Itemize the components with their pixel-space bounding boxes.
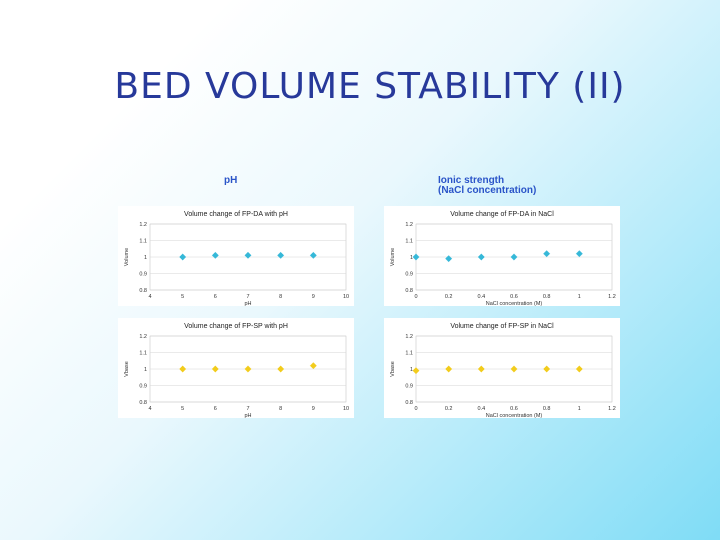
data-point bbox=[445, 365, 453, 373]
ionic-strength-label-line1: Ionic strength bbox=[438, 175, 505, 186]
data-point bbox=[179, 253, 187, 261]
data-point bbox=[244, 251, 252, 259]
x-tick-label: 9 bbox=[312, 294, 315, 300]
chart-svg: Volume change of FP-DA with pH 0.8 0.9 1 1.1… bbox=[124, 211, 349, 306]
data-point bbox=[543, 250, 551, 258]
x-axis-label: pH bbox=[244, 413, 251, 418]
y-tick-label: 1.2 bbox=[139, 334, 147, 340]
x-tick-label: 1.2 bbox=[608, 406, 616, 412]
chart-svg: Volume change of FP-SP in NaCl 0.8 0.9 1 1.1… bbox=[390, 323, 616, 418]
y-tick-label: 1.1 bbox=[405, 351, 413, 357]
data-point bbox=[309, 251, 317, 259]
x-tick-label: 8 bbox=[279, 406, 282, 412]
x-tick-label: 0.4 bbox=[478, 294, 486, 300]
y-tick-label: 0.8 bbox=[405, 400, 413, 406]
chart-title: Volume change of FP-SP with pH bbox=[184, 323, 288, 330]
data-point bbox=[543, 365, 551, 373]
data-point bbox=[277, 251, 285, 259]
data-point bbox=[179, 365, 187, 373]
data-point bbox=[510, 253, 518, 261]
y-tick-label: 0.9 bbox=[139, 384, 147, 390]
x-tick-label: 4 bbox=[148, 406, 151, 412]
x-tick-label: 8 bbox=[279, 294, 282, 300]
data-point bbox=[477, 253, 485, 261]
x-tick-label: 7 bbox=[246, 406, 249, 412]
chart-panel-fp-da-nacl: Volume change of FP-DA in NaCl 0.8 0.9 1 1.1… bbox=[384, 206, 620, 306]
y-axis-label: Volume bbox=[390, 248, 396, 266]
y-tick-label: 1.1 bbox=[405, 239, 413, 245]
y-tick-label: 1.1 bbox=[139, 239, 147, 245]
x-axis-label: pH bbox=[244, 301, 251, 306]
x-tick-label: 10 bbox=[343, 294, 349, 300]
x-tick-label: 6 bbox=[214, 406, 217, 412]
x-tick-label: 0.6 bbox=[510, 294, 518, 300]
x-tick-label: 1 bbox=[578, 294, 581, 300]
x-tick-label: 0.8 bbox=[543, 406, 551, 412]
data-point bbox=[309, 362, 317, 370]
data-point bbox=[244, 365, 252, 373]
data-point bbox=[412, 253, 420, 261]
chart-panel-fp-sp-ph: Volume change of FP-SP with pH 0.8 0.9 1 1.1… bbox=[118, 318, 354, 418]
x-tick-label: 9 bbox=[312, 406, 315, 412]
y-tick-label: 1 bbox=[410, 367, 413, 373]
x-tick-label: 7 bbox=[246, 294, 249, 300]
chart-svg: Volume change of FP-DA in NaCl 0.8 0.9 1 1.1… bbox=[390, 211, 616, 306]
chart-title: Volume change of FP-SP in NaCl bbox=[450, 323, 554, 330]
y-tick-label: 0.8 bbox=[405, 288, 413, 294]
data-point bbox=[277, 365, 285, 373]
x-tick-label: 0.6 bbox=[510, 406, 518, 412]
y-tick-label: 0.9 bbox=[405, 272, 413, 278]
x-tick-label: 5 bbox=[181, 406, 184, 412]
y-tick-label: 0.8 bbox=[139, 288, 147, 294]
x-tick-label: 0.2 bbox=[445, 294, 453, 300]
data-point bbox=[575, 250, 583, 258]
chart-panel-fp-da-ph: Volume change of FP-DA with pH 0.8 0.9 1 1.1… bbox=[118, 206, 354, 306]
x-tick-label: 6 bbox=[214, 294, 217, 300]
y-tick-label: 0.8 bbox=[139, 400, 147, 406]
x-tick-label: 0.2 bbox=[445, 406, 453, 412]
x-tick-label: 4 bbox=[148, 294, 151, 300]
chart-svg: Volume change of FP-SP with pH 0.8 0.9 1 1.1… bbox=[124, 323, 349, 418]
slide-title: BED VOLUME STABILITY (II) bbox=[114, 66, 626, 107]
chart-title: Volume change of FP-DA with pH bbox=[184, 211, 288, 218]
y-tick-label: 1.2 bbox=[405, 334, 413, 340]
y-tick-label: 1.1 bbox=[139, 351, 147, 357]
x-axis-label: NaCl concentration (M) bbox=[486, 301, 543, 306]
x-tick-label: 0.4 bbox=[478, 406, 486, 412]
y-tick-label: 1.2 bbox=[405, 222, 413, 228]
y-tick-label: 0.9 bbox=[139, 272, 147, 278]
x-tick-label: 1 bbox=[578, 406, 581, 412]
y-tick-label: 1 bbox=[144, 367, 147, 373]
x-tick-label: 0.8 bbox=[543, 294, 551, 300]
x-tick-label: 5 bbox=[181, 294, 184, 300]
data-point bbox=[211, 365, 219, 373]
y-tick-label: 1 bbox=[144, 255, 147, 261]
y-tick-label: 0.9 bbox=[405, 384, 413, 390]
y-tick-label: 1.2 bbox=[139, 222, 147, 228]
data-point bbox=[477, 365, 485, 373]
data-point bbox=[412, 367, 420, 375]
data-point bbox=[211, 251, 219, 259]
x-tick-label: 0 bbox=[414, 406, 417, 412]
y-tick-label: 1 bbox=[410, 255, 413, 261]
y-axis-label: Vbase bbox=[390, 361, 396, 377]
x-axis-label: NaCl concentration (M) bbox=[486, 413, 543, 418]
data-point bbox=[510, 365, 518, 373]
y-axis-label: Vbase bbox=[124, 361, 130, 377]
x-tick-label: 0 bbox=[414, 294, 417, 300]
x-tick-label: 1.2 bbox=[608, 294, 616, 300]
chart-title: Volume change of FP-DA in NaCl bbox=[450, 211, 554, 218]
data-point bbox=[445, 255, 453, 263]
x-tick-label: 10 bbox=[343, 406, 349, 412]
ionic-strength-label-line2: (NaCl concentration) bbox=[438, 185, 537, 196]
ph-section-label: pH bbox=[224, 175, 238, 186]
chart-panel-fp-sp-nacl: Volume change of FP-SP in NaCl 0.8 0.9 1 1.1… bbox=[384, 318, 620, 418]
data-point bbox=[575, 365, 583, 373]
y-axis-label: Volume bbox=[124, 248, 130, 266]
